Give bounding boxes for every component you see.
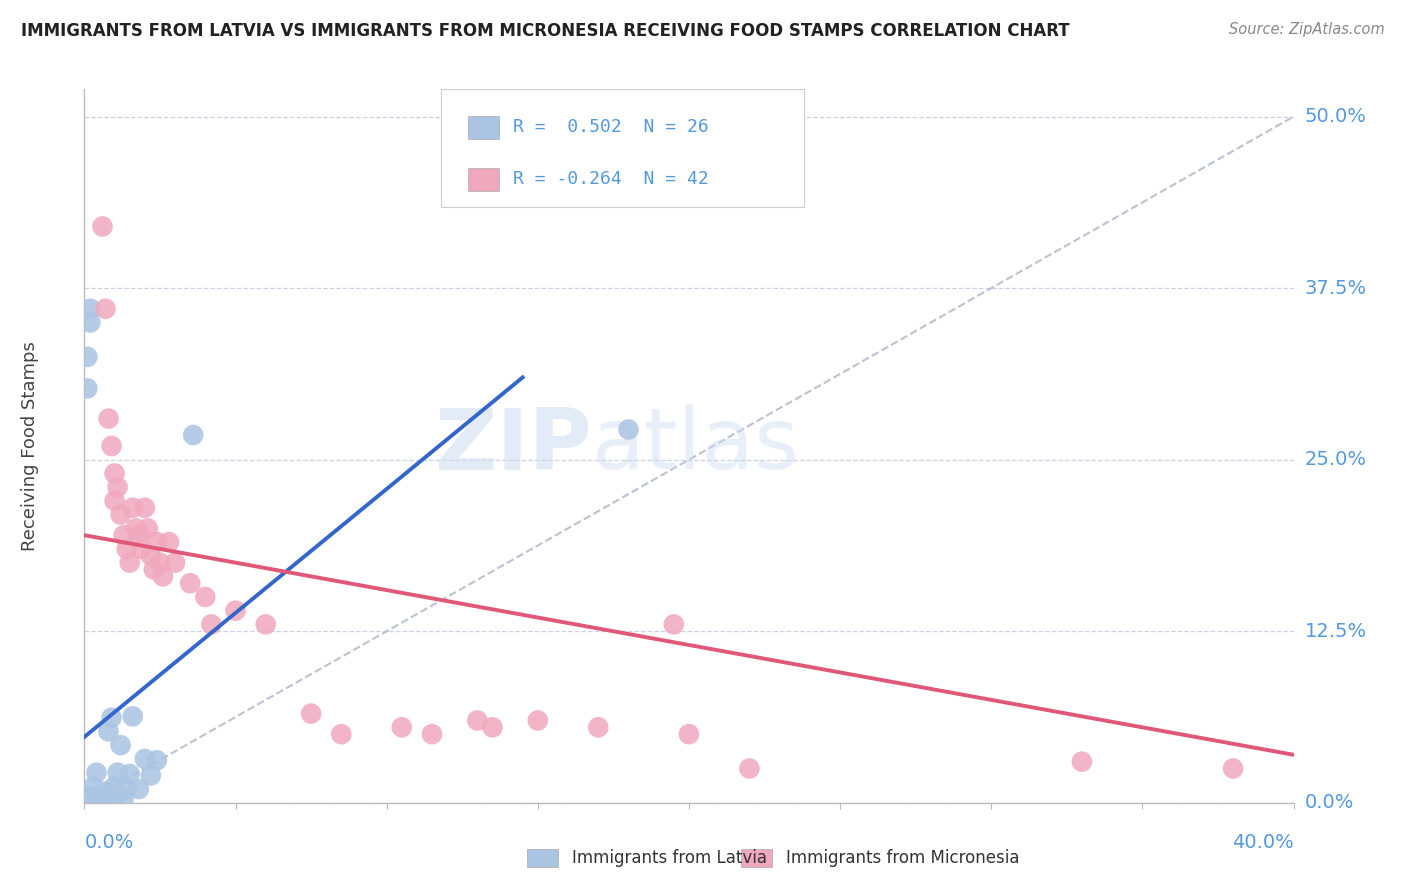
Text: 0.0%: 0.0% (84, 833, 134, 853)
Point (79, 789, 101, 803)
Point (1222, 762, 1244, 776)
Point (163, 556, 186, 570)
Point (112, 528, 135, 542)
Point (139, 768, 162, 782)
Point (104, 467, 127, 481)
Point (136, 521, 159, 535)
Point (146, 753, 169, 767)
Point (112, 791, 135, 805)
Point (152, 569, 174, 583)
Point (420, 727, 443, 741)
Text: R =  0.502  N = 26: R = 0.502 N = 26 (513, 119, 709, 136)
Point (100, 439, 122, 453)
Point (107, 765, 129, 780)
Point (142, 562, 165, 576)
Point (110, 738, 132, 752)
FancyBboxPatch shape (441, 89, 804, 207)
Point (254, 617, 277, 632)
Point (467, 714, 489, 728)
Point (134, 500, 156, 515)
Text: Immigrants from Micronesia: Immigrants from Micronesia (786, 849, 1019, 867)
Point (299, 706, 322, 721)
Point (118, 767, 141, 781)
Point (104, 780, 127, 794)
Point (86, 793, 108, 807)
Point (121, 709, 143, 723)
Point (115, 782, 138, 797)
Point (662, 617, 685, 632)
Text: 25.0%: 25.0% (1305, 450, 1367, 469)
Point (481, 720, 503, 734)
Point (330, 727, 353, 741)
Point (94, 301, 117, 316)
Point (146, 535, 169, 549)
Point (97, 724, 120, 739)
Point (179, 576, 201, 591)
Point (134, 752, 156, 766)
Point (100, 711, 122, 725)
Point (588, 720, 610, 734)
Point (738, 762, 761, 776)
Point (115, 541, 138, 556)
Point (118, 556, 141, 570)
Point (76, 381, 98, 395)
Text: Receiving Food Stamps: Receiving Food Stamps (21, 341, 39, 551)
Point (128, 782, 150, 797)
Point (104, 494, 127, 508)
Point (91, 219, 114, 234)
Point (391, 720, 413, 734)
Text: 37.5%: 37.5% (1305, 278, 1367, 298)
Point (200, 617, 222, 632)
Point (107, 480, 129, 494)
Point (128, 528, 150, 542)
Text: Immigrants from Latvia: Immigrants from Latvia (572, 849, 768, 867)
Point (86, 765, 108, 780)
Text: atlas: atlas (592, 404, 800, 488)
Bar (468, 168, 499, 191)
Point (678, 727, 700, 741)
Text: 0.0%: 0.0% (1305, 793, 1354, 813)
Point (76, 350, 98, 364)
Text: IMMIGRANTS FROM LATVIA VS IMMIGRANTS FROM MICRONESIA RECEIVING FOOD STAMPS CORRE: IMMIGRANTS FROM LATVIA VS IMMIGRANTS FRO… (21, 22, 1070, 40)
Point (91, 791, 114, 805)
Point (82, 780, 104, 794)
Text: R = -0.264  N = 42: R = -0.264 N = 42 (513, 170, 709, 188)
Point (110, 508, 132, 522)
Point (139, 549, 162, 563)
Point (149, 556, 172, 570)
Bar (468, 116, 499, 139)
Point (194, 590, 217, 604)
Point (526, 714, 548, 728)
Text: 40.0%: 40.0% (1232, 833, 1294, 853)
Text: Source: ZipAtlas.com: Source: ZipAtlas.com (1229, 22, 1385, 37)
Point (79, 316, 101, 330)
Point (125, 521, 148, 535)
Point (97, 411, 120, 425)
Text: 50.0%: 50.0% (1305, 107, 1367, 126)
Point (104, 791, 127, 805)
Point (617, 423, 640, 437)
Text: ZIP: ZIP (434, 404, 592, 488)
Point (1071, 755, 1094, 769)
Point (225, 604, 247, 618)
Point (181, 428, 204, 442)
Point (79, 301, 101, 316)
Text: 12.5%: 12.5% (1305, 622, 1367, 640)
Point (157, 535, 180, 549)
Point (94, 785, 117, 799)
Point (131, 541, 153, 556)
Point (121, 500, 143, 515)
